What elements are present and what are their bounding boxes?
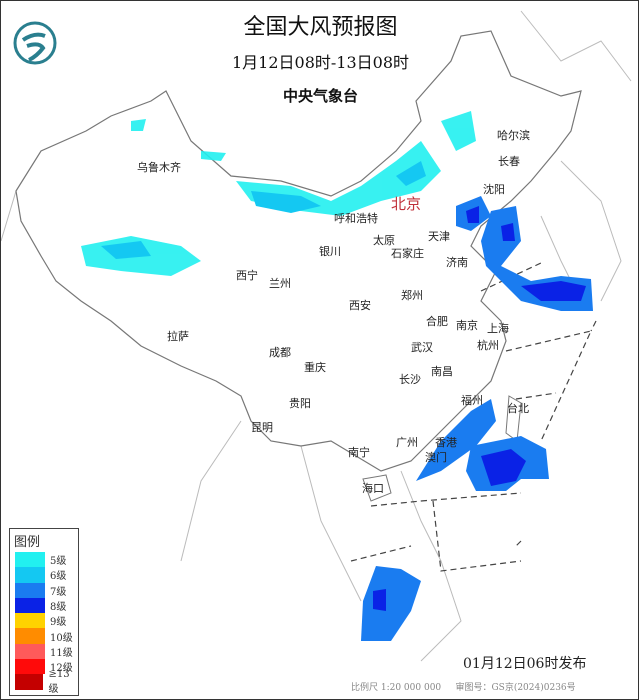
city-label: 兰州: [269, 277, 291, 290]
city-label: 太原: [373, 234, 395, 247]
legend-swatch: [15, 613, 45, 629]
scale-and-approval: 比例尺 1:20 000 000 审图号：GS京(2024)0236号: [351, 680, 576, 693]
legend-item: 6级: [10, 567, 78, 583]
legend-label: 12级: [50, 663, 73, 675]
legend-label: 8级: [50, 602, 67, 614]
city-label: 天津: [428, 230, 450, 243]
legend-item: 8级: [10, 597, 78, 614]
city-label: 武汉: [411, 341, 433, 354]
legend-label: 6级: [50, 571, 67, 583]
city-label: 昆明: [251, 421, 273, 434]
legend-item: 10级: [10, 628, 78, 644]
issuing-agency: 中央气象台: [282, 87, 358, 105]
city-label: 澳门: [425, 451, 447, 464]
city-label: 台北: [507, 402, 529, 415]
legend-item: 5级: [10, 552, 78, 568]
city-label: 长沙: [399, 373, 421, 386]
capital-label: 北京: [391, 195, 422, 213]
city-label: 香港: [435, 436, 457, 449]
legend-item: 11级: [10, 643, 78, 660]
city-label: 沈阳: [483, 183, 505, 196]
city-label: 郑州: [401, 289, 423, 302]
city-label: 拉萨: [167, 330, 189, 343]
city-label: 贵阳: [289, 397, 311, 410]
legend-swatch: [15, 643, 45, 660]
legend-label: 7级: [50, 586, 67, 598]
legend-label: ≥13级: [48, 669, 70, 696]
city-label: 长春: [498, 155, 520, 168]
city-label: 南宁: [348, 446, 370, 459]
city-label: 哈尔滨: [497, 129, 530, 142]
forecast-period: 1月12日08时-13日08时: [231, 53, 410, 72]
legend-item: ≥13级: [10, 669, 78, 695]
wind-level-6: [101, 161, 426, 259]
city-label: 银川: [319, 245, 341, 258]
legend-swatch: [15, 552, 45, 568]
legend-swatch: [15, 659, 45, 675]
legend-swatch: [15, 582, 45, 598]
issue-time: 01月12日06时发布: [463, 656, 587, 672]
legend-label: 11级: [50, 647, 73, 659]
legend-label: 10级: [50, 632, 73, 644]
map-scale: 比例尺 1:20 000 000: [351, 683, 442, 693]
city-label: 杭州: [477, 339, 499, 352]
city-label: 成都: [269, 346, 291, 359]
city-label: 西宁: [236, 269, 258, 282]
hainan-island: [362, 474, 392, 502]
legend-label: 9级: [50, 617, 67, 629]
legend: 图例 5级 6级 7级 8级 9级 10级 11级 12级 ≥13级: [9, 528, 79, 696]
approval-number: 审图号：GS京(2024)0236号: [455, 683, 576, 693]
city-label: 合肥: [426, 315, 448, 328]
city-label: 上海: [487, 322, 509, 335]
city-label: 乌鲁木齐: [137, 161, 181, 174]
city-label: 重庆: [304, 361, 326, 374]
legend-item: 7级: [10, 582, 78, 598]
cma-logo-icon: [13, 21, 57, 65]
city-label: 南昌: [431, 365, 453, 378]
legend-item: 12级: [10, 659, 78, 675]
city-label: 呼和浩特: [334, 212, 378, 225]
legend-swatch: [15, 674, 44, 690]
city-label: 海口: [362, 482, 384, 495]
legend-label: 5级: [50, 556, 67, 568]
legend-item: 9级: [10, 613, 78, 629]
city-label: 福州: [461, 394, 483, 407]
city-label: 济南: [446, 256, 468, 269]
city-label: 石家庄: [391, 247, 424, 260]
china-outline: [15, 30, 582, 472]
city-label: 南京: [456, 319, 478, 332]
city-label: 西安: [349, 299, 371, 312]
legend-swatch: [15, 567, 45, 583]
city-label: 广州: [396, 436, 418, 449]
map-title: 全国大风预报图: [243, 15, 398, 40]
legend-swatch: [15, 597, 45, 614]
legend-title: 图例: [14, 535, 41, 550]
neighbor-borders: [1, 10, 632, 662]
wind-level-8: [373, 206, 586, 611]
legend-swatch: [15, 628, 45, 644]
